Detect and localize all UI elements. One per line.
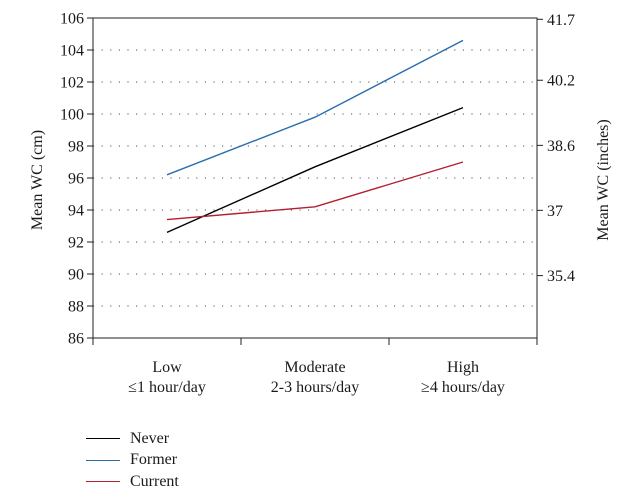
y-right-tick-label: 40.2 — [547, 73, 575, 90]
y-tick-label: 96 — [68, 171, 84, 188]
legend-item-former: Former — [86, 450, 179, 472]
x-tick-label: Low ≤1 hour/day — [128, 359, 206, 396]
legend-item-never: Never — [86, 428, 179, 450]
y-right-tick-label: 35.4 — [547, 268, 575, 285]
grid-lines — [93, 49, 537, 307]
legend-swatch-current — [86, 481, 120, 483]
x-tick-label: Moderate 2-3 hours/day — [271, 359, 359, 396]
series-line-current — [166, 161, 464, 221]
plot-frame — [92, 17, 538, 339]
legend: Never Former Current — [86, 428, 179, 493]
y-tick-label: 94 — [68, 203, 84, 220]
x-axis-ticks: Low ≤1 hour/day Moderate 2-3 hours/day High ≥… — [92, 338, 538, 396]
y-tick-label: 102 — [60, 75, 84, 92]
right-y-axis-ticks: 35.4 37 38.6 40.2 41.7 — [537, 12, 575, 285]
legend-label-current: Current — [130, 472, 179, 490]
axes — [92, 17, 538, 339]
series-line-never — [166, 106, 464, 234]
series-lines — [166, 39, 464, 234]
x-tick-label: High ≥4 hours/day — [421, 359, 505, 396]
series-line-former — [166, 39, 464, 176]
y-tick-label: 100 — [60, 107, 84, 124]
left-y-axis-ticks: 86 88 90 92 94 96 98 100 102 104 106 — [60, 11, 93, 348]
legend-label-former: Former — [130, 451, 178, 469]
y-tick-label: 92 — [68, 235, 84, 252]
legend-item-current: Current — [86, 471, 179, 493]
legend-swatch-former — [86, 459, 120, 461]
y-right-tick-label: 41.7 — [547, 12, 575, 29]
y-tick-label: 104 — [60, 43, 84, 60]
y-right-tick-label: 37 — [547, 203, 563, 220]
y-tick-label: 98 — [68, 139, 84, 156]
y-tick-label: 88 — [68, 299, 84, 316]
legend-label-never: Never — [130, 429, 170, 447]
y-tick-label: 106 — [60, 11, 84, 28]
legend-swatch-never — [86, 438, 120, 440]
y-right-tick-label: 38.6 — [547, 138, 575, 155]
y-tick-label: 86 — [68, 331, 84, 348]
y-axis-label-left: Mean WC (cm) — [29, 130, 46, 230]
y-tick-label: 90 — [68, 267, 84, 284]
y-axis-label-right: Mean WC (inches) — [595, 119, 612, 240]
